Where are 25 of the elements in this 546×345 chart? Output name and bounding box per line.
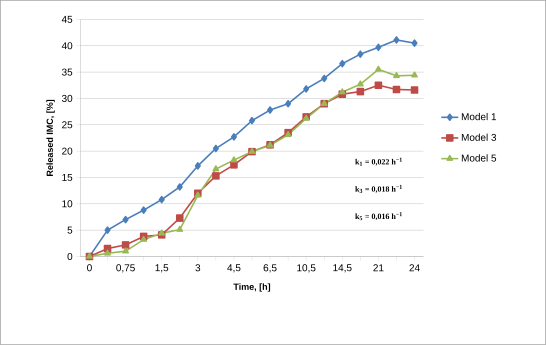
x-tick-label: 6,5 (264, 264, 277, 273)
x-tick-label: 24 (409, 264, 420, 272)
y-tick-label: 0 (68, 252, 72, 260)
y-tick-label: 20 (62, 148, 72, 155)
y-tick-label: 25 (62, 121, 72, 128)
y-tick-label: 30 (62, 94, 72, 102)
x-tick-label: 21 (373, 264, 384, 272)
legend-label: Model 3 (462, 134, 496, 141)
y-tick-label: 40 (62, 42, 72, 50)
x-tick-label: 14,5 (333, 264, 352, 272)
y-tick-label: 35 (62, 68, 72, 76)
x-tick-label: 0,75 (116, 264, 135, 273)
y-tick-label: 45 (62, 16, 72, 23)
legend-label: Model 1 (462, 112, 496, 120)
legend-label: Model 5 (462, 154, 496, 162)
y-tick-label: 15 (62, 174, 72, 181)
y-axis-title: Released IMC, [%] (46, 100, 55, 176)
y-tick-label: 5 (68, 226, 72, 234)
x-tick-label: 1,5 (156, 264, 168, 272)
x-tick-label: 3 (195, 264, 200, 272)
x-tick-label: 10,5 (297, 264, 316, 273)
y-tick-label: 10 (62, 200, 72, 208)
x-axis-title: Time, [h] (233, 283, 270, 292)
x-tick-label: 0 (87, 264, 92, 272)
x-tick-label: 4,5 (227, 264, 240, 272)
